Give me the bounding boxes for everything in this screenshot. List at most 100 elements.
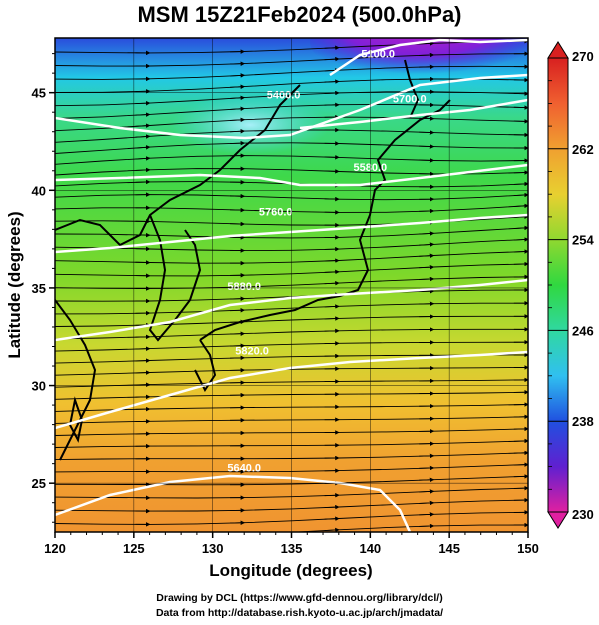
- streamline-arrow: [513, 203, 528, 209]
- streamline-arrow: [229, 308, 246, 313]
- coastlines: [55, 59, 451, 461]
- cold-core-patch: [310, 38, 528, 82]
- contour-5700: [299, 98, 528, 130]
- streamline-arrow: [419, 41, 435, 46]
- height-contours: [55, 38, 528, 532]
- x-tick-label: 145: [438, 541, 460, 556]
- coastline-kyushu: [194, 339, 217, 392]
- colorbar: 270 262 254 246 238 230: [547, 41, 594, 529]
- streamline-arrow: [324, 258, 340, 263]
- y-tick-label: 25: [32, 476, 46, 491]
- streamline-arrow: [135, 112, 151, 117]
- streamline-arrow: [513, 249, 528, 254]
- y-tick-label: 30: [32, 379, 46, 394]
- contour-label: 5760.0: [259, 207, 293, 219]
- y-tick-label: 35: [32, 281, 46, 296]
- streamline-arrow: [135, 100, 151, 106]
- streamline-arrow: [324, 504, 340, 510]
- gridlines: [55, 38, 528, 532]
- streamline-arrow: [324, 56, 340, 62]
- streamline-arrow: [419, 276, 435, 282]
- streamline-arrow: [135, 123, 151, 128]
- chart-title: MSM 15Z21Feb2024 (500.0hPa): [137, 2, 462, 27]
- colorbar-ticks: 270 262 254 246 238 230: [548, 49, 594, 522]
- x-tick-label: 120: [44, 541, 66, 556]
- coastline-taiwan: [68, 396, 84, 443]
- streamline-arrow: [324, 527, 340, 532]
- contour-5760: [55, 213, 528, 254]
- coastline-sakhalin: [404, 59, 420, 119]
- streamline-arrow: [135, 134, 151, 139]
- streamline-arrow: [229, 73, 246, 78]
- x-axis: 120 125 130 135 140 145 150: [44, 532, 539, 556]
- streamline-arrow: [513, 192, 528, 198]
- streamline-arrow: [419, 242, 435, 247]
- streamline-arrow: [230, 535, 244, 536]
- contour-label: 5820.0: [235, 345, 269, 357]
- streamline-arrow: [229, 84, 246, 90]
- contour-5400: [55, 73, 528, 140]
- y-axis: 25 30 35 40 45: [32, 53, 55, 523]
- y-tick-label: 45: [32, 86, 46, 101]
- streamline-arrow: [419, 264, 435, 270]
- coastline-continent: [55, 84, 301, 247]
- colorbar-tick-label: 254: [572, 233, 594, 248]
- contour-label: 5880.0: [227, 281, 261, 293]
- contour-label: 5400.0: [267, 90, 301, 102]
- streamline-arrow: [324, 280, 340, 286]
- coastline-china: [55, 299, 97, 461]
- streamline-arrow: [513, 225, 528, 231]
- contour-5820: [55, 350, 528, 430]
- colorbar-tick-label: 230: [572, 507, 594, 522]
- streamline-arrow: [229, 106, 246, 112]
- streamline-arrow: [419, 500, 435, 506]
- streamline-arrow: [324, 304, 340, 309]
- contour-5580: [55, 163, 528, 187]
- colorbar-min-arrow: [547, 511, 569, 529]
- streamline-arrow: [324, 45, 340, 51]
- streamline-arrow: [324, 269, 340, 275]
- footer-credit-drawing: Drawing by DCL (https://www.gfd-dennou.o…: [156, 592, 443, 604]
- streamline-arrow: [419, 52, 435, 58]
- contour-5640: [55, 474, 412, 532]
- contour-5880: [55, 278, 528, 342]
- cyan-patch: [170, 95, 330, 155]
- streamline-arrow: [419, 253, 435, 258]
- coastline-japan: [199, 99, 451, 341]
- contour-5100: [329, 38, 528, 77]
- streamline-arrow: [229, 95, 246, 101]
- streamline-arrow: [513, 237, 528, 242]
- footer-credit-data: Data from http://database.rish.kyoto-u.a…: [155, 607, 444, 619]
- streamline-arrow: [419, 489, 435, 494]
- streamline-arrow: [419, 512, 435, 517]
- colorbar-tick-label: 238: [572, 414, 594, 429]
- x-tick-label: 140: [359, 541, 381, 556]
- x-tick-label: 125: [123, 541, 145, 556]
- colorbar-tick-label: 246: [572, 323, 594, 338]
- contour-label: 5700.0: [393, 93, 427, 105]
- contour-label: 5100.0: [361, 49, 395, 61]
- streamline-arrow: [513, 214, 528, 220]
- x-tick-label: 130: [202, 541, 224, 556]
- colorbar-max-arrow: [547, 41, 569, 59]
- streamline-arrow: [135, 167, 151, 173]
- contour-label: 5640.0: [227, 462, 261, 474]
- streamline-arrow: [229, 129, 246, 134]
- x-tick-label: 135: [281, 541, 303, 556]
- streamline-arrow: [135, 156, 151, 161]
- streamline-arrow: [324, 79, 340, 84]
- streamline-arrow: [135, 145, 151, 150]
- colorbar-tick-label: 262: [572, 142, 594, 157]
- streamline-arrow: [419, 231, 435, 236]
- x-tick-label: 150: [517, 541, 539, 556]
- streamline-arrow: [513, 181, 528, 187]
- y-tick-label: 40: [32, 183, 46, 198]
- y-axis-label: Latitude (degrees): [5, 211, 24, 358]
- streamline-arrow: [229, 117, 246, 123]
- streamline-arrow: [324, 516, 340, 521]
- x-axis-label: Longitude (degrees): [209, 561, 372, 580]
- coastline-korea: [148, 214, 202, 342]
